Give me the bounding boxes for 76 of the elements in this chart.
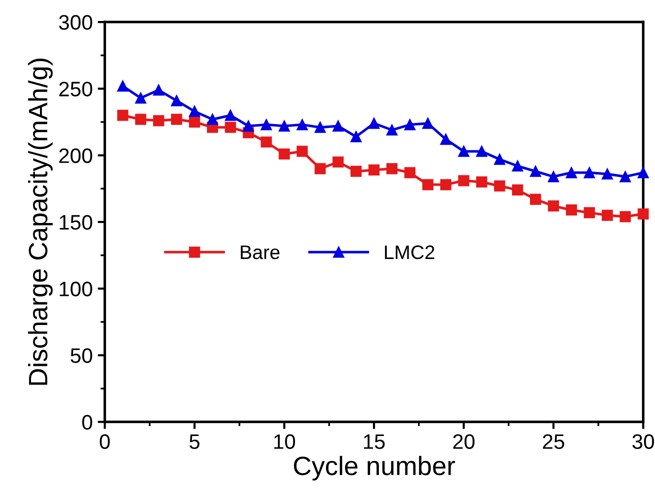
point (296, 146, 308, 157)
point (458, 146, 470, 157)
point (206, 114, 218, 125)
point (404, 167, 416, 178)
point (584, 167, 595, 178)
y-tick-label: 0 (82, 414, 92, 430)
point (638, 208, 649, 220)
point (440, 134, 452, 145)
x-tick-label: 5 (190, 434, 200, 449)
point (350, 131, 362, 142)
point (188, 106, 200, 117)
point (135, 114, 146, 125)
point (117, 110, 128, 121)
point (566, 204, 577, 216)
point (602, 210, 613, 221)
x-tick-label: 25 (542, 434, 564, 449)
x-tick-label: 0 (100, 434, 110, 449)
point (314, 163, 326, 174)
y-tick-label: 250 (59, 82, 92, 96)
point (224, 122, 236, 133)
point (530, 166, 542, 177)
point (458, 175, 470, 186)
point (224, 110, 236, 121)
y-tick-label: 150 (60, 214, 92, 230)
legend-label: LMC2 (384, 245, 434, 260)
point (440, 179, 452, 190)
point (153, 84, 164, 96)
y-tick-label: 200 (59, 148, 92, 164)
point (314, 122, 326, 133)
point (171, 114, 182, 125)
point (620, 171, 631, 182)
y-tick-label: 100 (60, 282, 92, 296)
point (296, 119, 308, 130)
point (368, 164, 380, 176)
point (260, 136, 272, 148)
point (512, 184, 524, 196)
y-tick-label: 50 (70, 348, 92, 364)
point (386, 124, 398, 136)
point (548, 171, 560, 182)
x-tick-label: 15 (364, 434, 385, 449)
point (404, 119, 416, 130)
x-tick-label: 20 (453, 434, 475, 449)
point (188, 116, 200, 128)
point (422, 118, 434, 129)
point (494, 180, 506, 192)
point (117, 80, 128, 92)
point (171, 95, 182, 106)
legend-label: Bare (240, 246, 280, 260)
point (242, 120, 254, 132)
point (332, 120, 344, 132)
point (476, 146, 488, 157)
point (566, 167, 577, 178)
point (602, 168, 613, 180)
point (548, 200, 560, 212)
x-axis-title: Cycle number (294, 456, 455, 480)
point (494, 154, 506, 165)
point (530, 194, 542, 205)
point (135, 92, 146, 104)
point (332, 156, 344, 168)
point (153, 115, 164, 126)
y-axis-title: Discharge Capacity/(mAh/g) (28, 58, 53, 385)
point (368, 118, 380, 129)
point (260, 119, 272, 130)
point (638, 167, 649, 178)
point (476, 176, 488, 188)
point (422, 179, 434, 190)
point (278, 148, 290, 160)
point (620, 211, 631, 222)
point (278, 120, 290, 132)
point (350, 166, 362, 177)
point (584, 207, 595, 218)
point (512, 160, 524, 172)
point (386, 163, 398, 174)
x-tick-label: 10 (274, 434, 296, 449)
x-tick-label: 30 (632, 434, 654, 449)
y-tick-label: 300 (59, 15, 92, 30)
